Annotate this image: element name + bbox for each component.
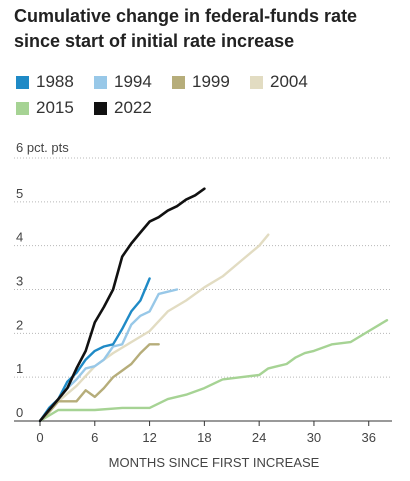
legend-label-1988: 1988: [36, 72, 74, 91]
legend-item-1994: 1994: [94, 72, 152, 92]
x-tick-label-24: 24: [252, 430, 266, 445]
legend-swatch-2004: [250, 75, 263, 89]
series-line-2022: [38, 187, 206, 423]
x-tick-label-0: 0: [36, 430, 43, 445]
series-line-2015: [38, 319, 389, 423]
legend-label-1994: 1994: [114, 72, 152, 91]
x-tick-label-6: 6: [91, 430, 98, 445]
y-tick-label-0: 0: [16, 405, 23, 420]
series-lines: [38, 187, 389, 423]
gridlines: [14, 157, 392, 378]
y-tick-label-5: 5: [16, 186, 23, 201]
y-tick-label-3: 3: [16, 274, 23, 289]
legend-label-1999: 1999: [192, 72, 230, 91]
legend-swatch-1999: [172, 75, 185, 89]
chart-title: Cumulative change in federal-funds rate …: [14, 6, 358, 51]
y-tick-label-2: 2: [16, 317, 23, 332]
x-axis-title: MONTHS SINCE FIRST INCREASE: [109, 455, 320, 470]
legend-item-1999: 1999: [172, 72, 230, 92]
legend-item-1988: 1988: [16, 72, 74, 92]
x-tick-label-30: 30: [307, 430, 321, 445]
legend-label-2022: 2022: [114, 98, 152, 117]
series-line-1999: [38, 343, 160, 423]
series-line-2004: [38, 233, 270, 423]
legend-label-2004: 2004: [270, 72, 308, 91]
x-tick-label-12: 12: [142, 430, 156, 445]
x-tick-label-36: 36: [362, 430, 376, 445]
y-tick-label-1: 1: [16, 361, 23, 376]
y-unit-label: 6 pct. pts: [16, 140, 69, 155]
y-tick-label-4: 4: [16, 230, 23, 245]
legend-label-2015: 2015: [36, 98, 74, 117]
legend-item-2015: 2015: [16, 98, 74, 118]
legend-swatch-1988: [16, 75, 29, 89]
legend-swatch-2022: [94, 101, 107, 115]
legend-item-2022: 2022: [94, 98, 152, 118]
legend-item-2004: 2004: [250, 72, 308, 92]
legend-swatch-2015: [16, 101, 29, 115]
x-tick-label-18: 18: [197, 430, 211, 445]
legend-swatch-1994: [94, 75, 107, 89]
